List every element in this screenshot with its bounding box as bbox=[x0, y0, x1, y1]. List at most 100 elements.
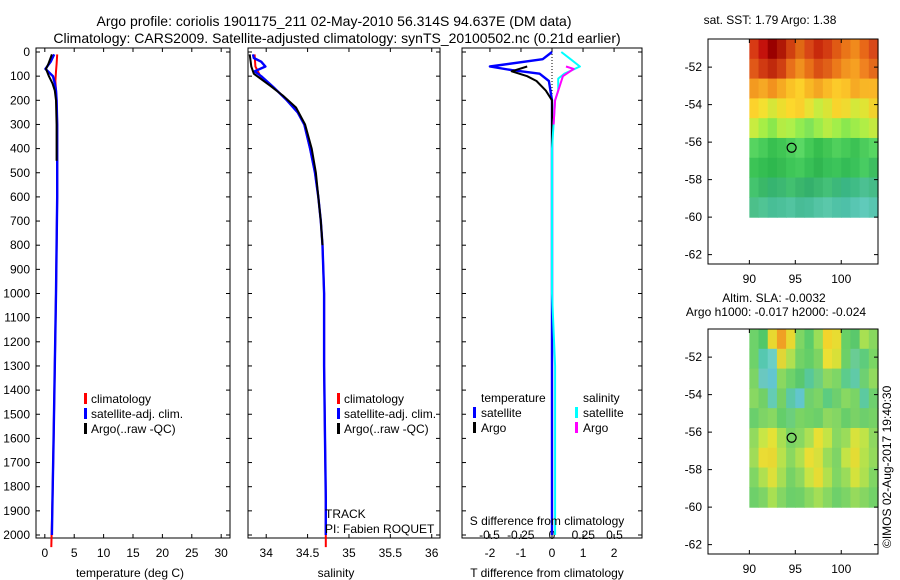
heatmap-cell bbox=[822, 118, 833, 139]
temperature-axis-label: temperature (deg C) bbox=[76, 566, 184, 580]
depth-tick-label: 1900 bbox=[3, 504, 30, 518]
legend-swatch-satellite bbox=[84, 408, 87, 419]
secondary-x-tick-label: 0.5 bbox=[606, 528, 623, 542]
legend-label-salinity-satellite: satellite bbox=[583, 406, 624, 420]
heatmap-cell bbox=[758, 78, 769, 99]
heatmap-cell bbox=[795, 427, 806, 449]
heatmap-cell bbox=[804, 388, 815, 409]
depth-tick-label: 800 bbox=[10, 238, 30, 252]
heatmap-cell bbox=[813, 157, 824, 179]
secondary-x-tick-label: 0.25 bbox=[572, 528, 596, 542]
legend-label-salinity-argo: Argo bbox=[583, 421, 609, 435]
heatmap-cell bbox=[767, 137, 778, 159]
x-tick-label: 25 bbox=[185, 546, 199, 560]
heatmap-cell bbox=[749, 39, 760, 60]
heatmap-cell bbox=[868, 118, 879, 139]
heatmap-cell bbox=[786, 58, 796, 80]
heatmap-cell bbox=[804, 408, 815, 429]
heatmap-cell bbox=[776, 197, 787, 218]
heatmap-cell bbox=[758, 427, 769, 449]
legend-label-argo: Argo(..raw -QC) bbox=[344, 422, 429, 436]
map-y-tick-label: -58 bbox=[685, 173, 703, 187]
heatmap-cell bbox=[795, 78, 806, 99]
heatmap-cell bbox=[868, 329, 879, 350]
heatmap-cell bbox=[859, 39, 870, 60]
legend-header-salinity: salinity bbox=[583, 391, 620, 405]
series-line bbox=[510, 65, 553, 161]
heatmap-cell bbox=[813, 388, 824, 409]
heatmap-cell bbox=[804, 177, 815, 198]
heatmap-cell bbox=[813, 58, 824, 80]
heatmap-cell bbox=[758, 348, 769, 370]
map-y-tick-label: -56 bbox=[685, 425, 703, 439]
heatmap-cell bbox=[786, 368, 796, 389]
x-tick-label: 0 bbox=[549, 546, 556, 560]
heatmap-cell bbox=[841, 177, 852, 198]
heatmap-cell bbox=[795, 58, 806, 80]
heatmap-cell bbox=[786, 98, 796, 119]
heatmap-cell bbox=[822, 368, 833, 389]
heatmap-cell bbox=[841, 368, 852, 389]
heatmap-cell bbox=[841, 197, 852, 218]
heatmap-cell bbox=[804, 39, 815, 60]
heatmap-cell bbox=[850, 388, 861, 409]
heatmap-cell bbox=[786, 487, 796, 508]
heatmap-cell bbox=[841, 467, 852, 488]
heatmap-cell bbox=[767, 467, 778, 488]
heatmap-cell bbox=[859, 157, 870, 179]
heatmap-cell bbox=[776, 348, 787, 370]
heatmap-cell bbox=[767, 197, 778, 218]
heatmap-cell bbox=[813, 177, 824, 198]
heatmap-cell bbox=[749, 427, 760, 449]
argo-position-marker bbox=[786, 142, 797, 153]
legend-label-satellite: satellite-adj. clim. bbox=[91, 407, 183, 421]
legend-label-temperature-argo: Argo bbox=[481, 421, 507, 435]
heatmap-cell bbox=[822, 388, 833, 409]
heatmap-cell bbox=[868, 447, 879, 469]
legend-swatch-climatology bbox=[337, 393, 340, 404]
heatmap-cell bbox=[758, 408, 769, 429]
depth-tick-label: 500 bbox=[10, 166, 30, 180]
x-tick-label: -2 bbox=[485, 546, 496, 560]
depth-tick-label: 1100 bbox=[4, 311, 30, 325]
sst-map: -52 -54 -56 -58 -60 -62 90 95 100 bbox=[685, 38, 879, 286]
depth-axis: 0 100 200 300 400 500 600 700 800 900 1000 1100 1200… bbox=[3, 45, 642, 542]
depth-tick-label: 1200 bbox=[3, 335, 30, 349]
heatmap-cell bbox=[795, 197, 806, 218]
heatmap-cell bbox=[795, 137, 806, 159]
map-frame bbox=[707, 38, 879, 265]
heatmap-cell bbox=[868, 487, 879, 508]
heatmap-cell bbox=[822, 98, 833, 119]
legend-swatch-argo bbox=[84, 423, 87, 434]
heatmap-cell bbox=[776, 388, 787, 409]
heatmap-cell bbox=[767, 39, 778, 60]
heatmap-cell bbox=[822, 39, 833, 60]
s-difference-axis-label: S difference from climatology bbox=[470, 514, 625, 528]
sla-map-subtitle: Argo h1000: -0.017 h2000: -0.024 bbox=[686, 305, 866, 319]
heatmap-cell bbox=[822, 197, 833, 218]
x-tick-label: 2 bbox=[611, 546, 618, 560]
legend-label-temperature-satellite: satellite bbox=[481, 406, 522, 420]
heatmap-cell bbox=[767, 368, 778, 389]
heatmap-cell bbox=[813, 408, 824, 429]
depth-tick-label: 2000 bbox=[3, 528, 30, 542]
heatmap-cell bbox=[758, 157, 769, 179]
heatmap-cell bbox=[868, 408, 879, 429]
heatmap-cell bbox=[868, 348, 879, 370]
heatmap-cell bbox=[758, 487, 769, 508]
heatmap-cell bbox=[841, 427, 852, 449]
x-tick-label: 34.5 bbox=[296, 546, 320, 560]
heatmap-cell bbox=[786, 118, 796, 139]
heatmap-cell bbox=[859, 137, 870, 159]
heatmap-cell bbox=[832, 58, 842, 80]
heatmap-cell bbox=[767, 329, 778, 350]
map-frame bbox=[707, 328, 879, 555]
map-y-tick-label: -60 bbox=[685, 500, 703, 514]
imos-timestamp: ©IMOS 02-Aug-2017 19:40:30 bbox=[880, 385, 894, 548]
depth-tick-label: 100 bbox=[10, 69, 30, 83]
heatmap-cell bbox=[841, 118, 852, 139]
depth-tick-label: 1600 bbox=[3, 431, 30, 445]
heatmap-cell bbox=[767, 427, 778, 449]
heatmap-cell bbox=[868, 58, 879, 80]
title-line-1: Argo profile: coriolis 1901175_211 02-Ma… bbox=[97, 13, 572, 29]
